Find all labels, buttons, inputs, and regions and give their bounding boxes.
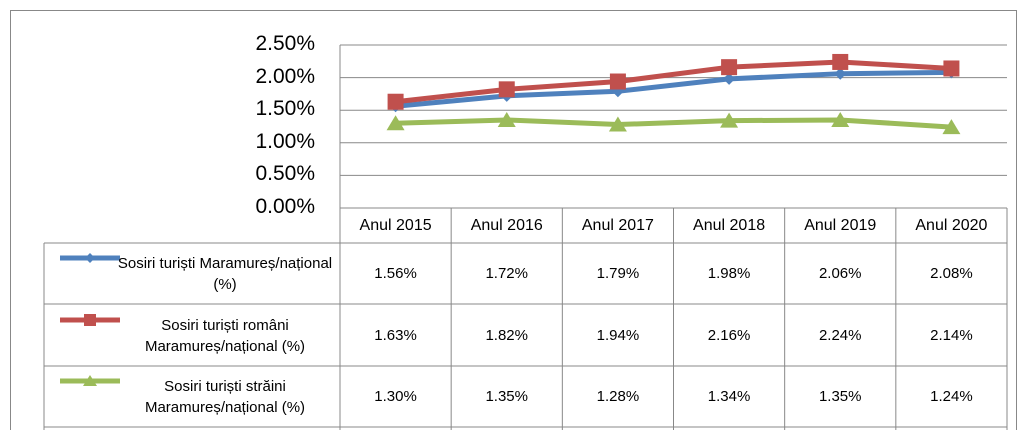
value-label: 2.14% bbox=[930, 327, 973, 344]
y-tick-label: 1.50% bbox=[255, 97, 315, 121]
value-label: 1.35% bbox=[818, 388, 862, 405]
value-label: 1.63% bbox=[374, 327, 417, 344]
y-tick-label: 1.00% bbox=[255, 129, 315, 153]
legend-marker bbox=[84, 314, 96, 326]
value-label: 2.24% bbox=[818, 327, 862, 344]
category-label: Anul 2019 bbox=[804, 216, 877, 234]
legend-label: Sosiri turiști români Maramureș/național… bbox=[144, 316, 306, 355]
value-label: 1.56% bbox=[374, 265, 417, 282]
marker bbox=[943, 60, 960, 77]
marker bbox=[498, 81, 515, 98]
y-tick-label: 2.00% bbox=[255, 64, 315, 88]
legend-marker bbox=[85, 253, 95, 263]
value-label: 1.24% bbox=[930, 388, 973, 405]
category-label: Anul 2016 bbox=[470, 216, 543, 234]
y-tick-label: 0.00% bbox=[255, 195, 315, 218]
value-label: 1.35% bbox=[485, 388, 528, 405]
chart-border bbox=[10, 10, 1017, 430]
series-line bbox=[395, 117, 952, 130]
value-label: 2.08% bbox=[930, 265, 973, 282]
category-label: Anul 2015 bbox=[359, 216, 432, 234]
value-label: 1.30% bbox=[374, 388, 417, 405]
marker bbox=[386, 115, 405, 131]
y-tick-label: 2.50% bbox=[255, 32, 315, 55]
legend-marker bbox=[83, 375, 97, 386]
value-label: 1.28% bbox=[596, 388, 640, 405]
value-label: 1.94% bbox=[596, 327, 640, 344]
y-tick-label: 0.50% bbox=[255, 162, 315, 186]
legend-label: Sosiri turiști străini Maramureș/naționa… bbox=[144, 377, 306, 416]
marker bbox=[721, 59, 738, 76]
marker bbox=[831, 111, 850, 127]
marker bbox=[497, 111, 516, 127]
value-label: 2.06% bbox=[818, 265, 862, 282]
series-line bbox=[395, 69, 952, 109]
marker bbox=[723, 72, 736, 85]
marker bbox=[720, 112, 739, 128]
value-label: 1.98% bbox=[707, 265, 751, 282]
marker bbox=[832, 53, 849, 70]
series-line bbox=[395, 59, 952, 105]
category-label: Anul 2018 bbox=[693, 216, 766, 234]
value-label: 1.72% bbox=[485, 265, 528, 282]
value-label: 1.79% bbox=[596, 265, 640, 282]
marker bbox=[834, 67, 847, 80]
value-label: 1.82% bbox=[485, 327, 528, 344]
legend-label: Sosiri turiști Maramureș/național (%) bbox=[117, 254, 333, 293]
category-label: Anul 2020 bbox=[915, 216, 988, 234]
value-label: 1.34% bbox=[707, 388, 751, 405]
marker bbox=[387, 93, 404, 110]
value-label: 2.16% bbox=[707, 327, 751, 344]
marker bbox=[609, 73, 626, 90]
marker bbox=[942, 119, 961, 135]
marker bbox=[608, 116, 627, 132]
category-label: Anul 2017 bbox=[581, 216, 654, 234]
